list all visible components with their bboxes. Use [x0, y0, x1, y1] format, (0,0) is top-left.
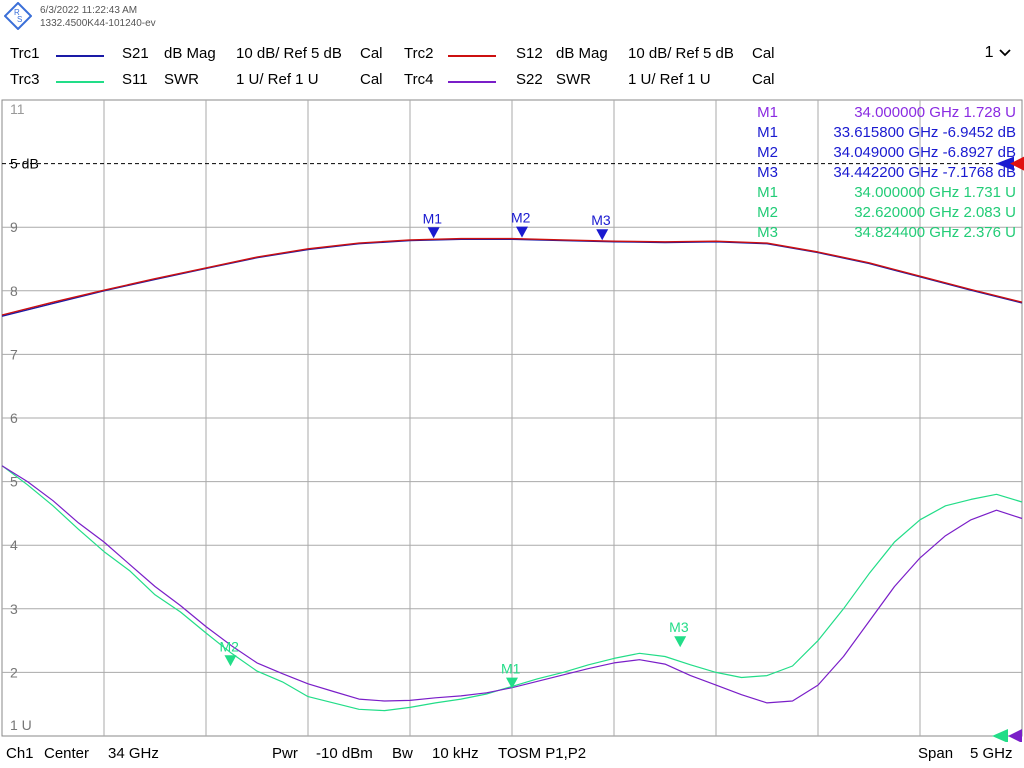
marker-readout-value: 33.615800 GHz -6.9452 dB — [833, 124, 1016, 141]
trace-cal: Cal — [360, 71, 383, 88]
trace-param[interactable]: S12 — [516, 45, 543, 62]
trace-name[interactable]: Trc2 — [404, 45, 434, 62]
trace-color-swatch — [56, 81, 104, 83]
marker-label: M1 — [423, 210, 443, 226]
rohde-schwarz-logo-icon: R S — [4, 2, 32, 30]
y-tick-label: 11 — [10, 101, 25, 117]
trace-color-swatch — [56, 55, 104, 57]
trace-cal: Cal — [360, 45, 383, 62]
trace-scale[interactable]: 1 U/ Ref 1 U — [236, 71, 319, 88]
trace-param[interactable]: S22 — [516, 71, 543, 88]
timestamp: 6/3/2022 11:22:43 AM — [40, 5, 138, 16]
marker-label: M2 — [511, 210, 531, 226]
y-tick-label: 2 — [10, 664, 18, 680]
marker-readout-value: 32.620000 GHz 2.083 U — [854, 204, 1016, 221]
marker-readout-value: 34.000000 GHz 1.731 U — [854, 184, 1016, 201]
trace-param[interactable]: S21 — [122, 45, 149, 62]
marker-readout-value: 34.000000 GHz 1.728 U — [854, 104, 1016, 121]
ref-arrow-icon — [992, 729, 1008, 742]
y-tick-label: 3 — [10, 601, 18, 617]
marker-readout-name: M2 — [757, 204, 778, 221]
marker-label: M1 — [501, 661, 521, 677]
ref-arrow-icon — [1008, 729, 1022, 742]
y-tick-label: 8 — [10, 283, 18, 299]
marker-triangle — [674, 636, 687, 648]
window-number: 1 — [984, 44, 994, 61]
trace-format[interactable]: dB Mag — [556, 45, 608, 62]
marker-readout-value: 34.442200 GHz -7.1768 dB — [833, 164, 1016, 181]
y-tick-label: 9 — [10, 219, 18, 235]
chevron-down-icon — [999, 49, 1011, 57]
marker-triangle — [427, 227, 440, 239]
marker-readout-name: M3 — [757, 164, 778, 181]
trace-legend-row-1: Trc1 S21 dB Mag 10 dB/ Ref 5 dB Cal Trc2… — [0, 45, 1024, 67]
marker-triangle — [515, 226, 528, 238]
trace-color-swatch — [448, 55, 496, 57]
span-value[interactable]: 5 GHz — [970, 745, 1013, 762]
trace-param[interactable]: S11 — [122, 71, 148, 88]
y-tick-label: 5 dB — [10, 156, 39, 172]
center-label: Center — [44, 745, 90, 762]
vna-plot[interactable]: 11 5 dB 9 8 7 6 5 4 3 2 1 U M1 M2 M3 M1 M2 M3 M1 34.000000… — [0, 96, 1024, 742]
channel-label[interactable]: Ch1 — [6, 745, 34, 762]
y-tick-label: 4 — [10, 537, 18, 553]
channel-status-bar: Ch1 Center 34 GHz Pwr -10 dBm Bw 10 kHz … — [0, 742, 1024, 768]
timestamp-block: 6/3/2022 11:22:43 AM 1332.4500K44-101240… — [40, 4, 156, 30]
marker-triangle — [596, 229, 609, 241]
ref-arrow-icon — [996, 156, 1014, 171]
bandwidth-label: Bw — [392, 745, 413, 762]
marker-label: M2 — [219, 638, 239, 654]
y-tick-label: 6 — [10, 410, 18, 426]
marker-readout-name: M1 — [757, 124, 778, 141]
power-value[interactable]: -10 dBm — [316, 745, 373, 762]
svg-text:S: S — [17, 15, 22, 24]
trace-format[interactable]: SWR — [164, 71, 199, 88]
trace-format[interactable]: SWR — [556, 71, 591, 88]
span-label: Span — [918, 745, 954, 762]
trace-legend-row-2: Trc3 S11 SWR 1 U/ Ref 1 U Cal Trc4 S22 S… — [0, 71, 1024, 93]
y-tick-label: 5 — [10, 474, 18, 490]
instrument-header: R S 6/3/2022 11:22:43 AM 1332.4500K44-10… — [0, 0, 1024, 36]
y-tick-label: 7 — [10, 346, 18, 362]
calibration-type[interactable]: TOSM P1,P2 — [498, 745, 587, 762]
trace-scale[interactable]: 10 dB/ Ref 5 dB — [236, 45, 342, 62]
marker-label: M3 — [669, 619, 689, 635]
marker-readout-name: M2 — [757, 144, 778, 161]
trace-cal: Cal — [752, 45, 775, 62]
trace-format[interactable]: dB Mag — [164, 45, 216, 62]
trace-color-swatch — [448, 81, 496, 83]
trace-name[interactable]: Trc1 — [10, 45, 40, 62]
window-selector[interactable]: 1 — [985, 44, 1012, 62]
svg-text:R: R — [14, 8, 20, 17]
marker-triangle — [506, 677, 518, 689]
marker-readout-name: M1 — [757, 104, 778, 121]
marker-readout-value: 34.824400 GHz 2.376 U — [854, 224, 1016, 241]
ref-arrow-icon — [1010, 156, 1024, 171]
trace-scale[interactable]: 1 U/ Ref 1 U — [628, 71, 711, 88]
trace-name[interactable]: Trc4 — [404, 71, 434, 88]
marker-readout-name: M3 — [757, 224, 778, 241]
trace-name[interactable]: Trc3 — [10, 71, 40, 88]
trace-scale[interactable]: 10 dB/ Ref 5 dB — [628, 45, 734, 62]
trace-line — [1, 237, 1023, 316]
bandwidth-value[interactable]: 10 kHz — [432, 745, 479, 762]
power-label: Pwr — [272, 745, 298, 762]
marker-label: M3 — [591, 212, 611, 228]
center-value[interactable]: 34 GHz — [108, 745, 159, 762]
device-id: 1332.4500K44-101240-ev — [40, 18, 156, 29]
y-tick-label: 1 U — [10, 717, 32, 733]
marker-triangle — [224, 655, 237, 667]
marker-readout-name: M1 — [757, 184, 778, 201]
marker-readout-value: 34.049000 GHz -6.8927 dB — [833, 144, 1016, 161]
trace-cal: Cal — [752, 71, 775, 88]
